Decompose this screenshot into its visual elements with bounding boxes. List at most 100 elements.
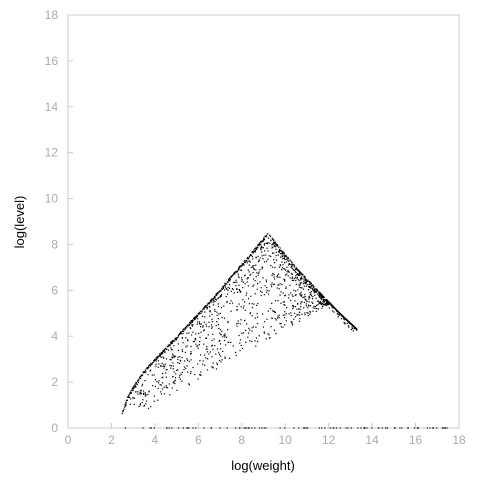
data-point (253, 303, 255, 305)
data-point (317, 300, 319, 302)
data-point (249, 312, 252, 314)
data-point (310, 283, 312, 285)
data-point (184, 328, 186, 331)
data-point (202, 309, 204, 311)
data-point (208, 303, 210, 305)
data-point (324, 302, 326, 304)
data-point (271, 244, 273, 246)
data-point (250, 295, 252, 297)
data-point (247, 269, 249, 271)
data-point (311, 288, 313, 290)
data-point (277, 274, 279, 276)
data-point (352, 330, 354, 332)
data-point (246, 278, 248, 280)
data-point (330, 304, 332, 306)
data-point (305, 279, 308, 281)
data-point (305, 282, 307, 284)
data-point (351, 327, 354, 329)
data-point (293, 318, 295, 320)
data-point (177, 356, 179, 358)
data-point (284, 258, 286, 261)
data-point (212, 366, 214, 368)
data-point (240, 344, 242, 347)
data-point (249, 260, 251, 262)
data-point (319, 302, 321, 305)
data-point (304, 314, 306, 316)
data-point (299, 278, 302, 280)
data-point (171, 357, 173, 359)
data-point (219, 343, 222, 345)
data-point (180, 331, 182, 333)
data-point (190, 345, 192, 348)
data-point (219, 329, 221, 331)
data-point (289, 263, 291, 266)
data-point (325, 302, 328, 304)
data-point (129, 393, 131, 395)
data-point (196, 345, 198, 348)
data-point (291, 267, 293, 269)
data-point (212, 367, 214, 369)
data-point (218, 359, 221, 362)
data-point (179, 333, 181, 336)
data-point (186, 345, 188, 347)
data-point (279, 265, 282, 267)
data-point (309, 281, 311, 283)
data-point (182, 333, 184, 335)
data-point (273, 259, 275, 261)
data-point (224, 356, 226, 358)
data-point (273, 329, 276, 331)
y-tick-label: 0 (51, 421, 58, 435)
data-point (246, 281, 248, 283)
data-point (145, 394, 147, 396)
data-point (325, 303, 327, 305)
data-point (257, 247, 259, 249)
data-point (133, 403, 135, 406)
data-point (272, 238, 274, 241)
data-point (284, 274, 287, 276)
data-point (243, 260, 245, 262)
data-point (299, 271, 301, 273)
data-point (357, 427, 359, 429)
data-point (246, 262, 248, 264)
y-tick-label: 6 (51, 283, 58, 297)
data-point (306, 305, 308, 307)
data-point (160, 391, 162, 393)
data-point (338, 314, 340, 316)
data-point (307, 304, 310, 306)
data-point (356, 328, 358, 330)
data-point (273, 310, 275, 313)
data-point (226, 293, 229, 295)
data-point (183, 360, 186, 362)
data-point (203, 329, 205, 331)
data-point (253, 267, 255, 270)
data-point (145, 403, 147, 405)
data-point (443, 427, 445, 429)
data-point (312, 286, 314, 288)
data-point (188, 332, 190, 334)
data-point (315, 297, 317, 299)
data-point (218, 313, 220, 315)
data-point (339, 427, 341, 429)
data-point (219, 339, 221, 341)
data-point (190, 359, 192, 361)
data-point (229, 280, 231, 282)
data-point (293, 263, 295, 266)
data-point (150, 369, 152, 371)
data-point (175, 338, 177, 340)
data-point (319, 301, 321, 303)
data-point (221, 287, 223, 289)
data-point (289, 277, 291, 279)
data-point (323, 303, 325, 306)
data-point (287, 260, 289, 262)
data-point (208, 353, 210, 355)
data-point (142, 392, 145, 395)
data-point (291, 262, 293, 264)
data-point (222, 350, 224, 353)
data-point (161, 377, 163, 379)
data-point (197, 363, 199, 365)
data-point (261, 266, 264, 268)
data-point (181, 356, 183, 359)
data-point (181, 337, 183, 339)
data-point (266, 243, 269, 245)
data-point (155, 363, 157, 365)
